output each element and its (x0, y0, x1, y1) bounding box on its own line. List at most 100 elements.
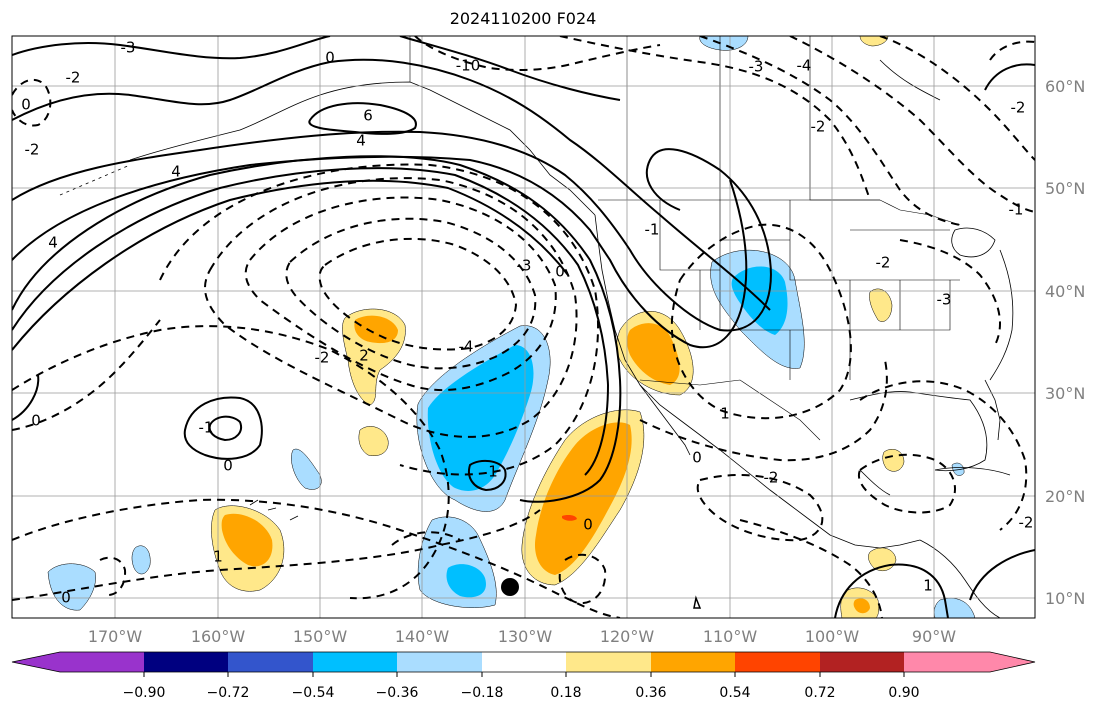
contour-label: 0 (583, 516, 593, 534)
contour-label: 0 (223, 457, 233, 475)
colorbar-tick-label: 0.90 (888, 685, 919, 701)
colorbar-tick-label: 0.18 (550, 685, 581, 701)
contour-label: 0 (21, 96, 31, 114)
contour-line (12, 374, 40, 421)
colorbar-tick-label: −0.36 (376, 685, 419, 701)
contour-line (12, 179, 569, 351)
negative-anomaly-area (131, 545, 151, 575)
contour-line (857, 453, 956, 514)
positive-anomaly-area (882, 449, 905, 472)
contour-label: -4 (459, 338, 474, 356)
positive-anomaly-core (853, 598, 870, 614)
contour-label: 1 (720, 405, 730, 423)
contour-label: -4 (797, 57, 812, 75)
contour-label: -2 (876, 254, 891, 272)
north-america-west-coast (594, 214, 921, 549)
colorbar-segment (144, 652, 228, 672)
colorbar-segment (397, 652, 482, 672)
strong-positive-anomaly (562, 515, 577, 521)
contour-label: 0 (555, 263, 565, 281)
colorbar-segment (228, 652, 313, 672)
negative-anomaly-core (446, 564, 486, 598)
contour-line (12, 319, 161, 431)
colorbar-segment (566, 652, 651, 672)
contour-line (984, 63, 1035, 91)
lat-label: 50°N (1045, 179, 1085, 198)
lon-label: 170°W (88, 627, 143, 646)
contour-line (12, 58, 771, 311)
contour-label: 4 (171, 163, 181, 181)
contour-labels: -3 -2 0 0 -2 -10 -3 -4 -2 -2 6 4 4 4 -1 … (21, 39, 1033, 607)
negative-anomaly-core (427, 345, 534, 491)
colorbar-tick-label: −0.54 (292, 685, 335, 701)
coastlines (59, 59, 1014, 618)
contour-line (308, 102, 417, 135)
contour-label: 1 (488, 463, 498, 481)
colorbar-tick-label: 0.72 (804, 685, 835, 701)
contour-line (969, 549, 1035, 601)
small-marker (693, 595, 702, 609)
contour-line (12, 78, 52, 127)
positive-anomaly-core (354, 315, 398, 344)
colorbar-segment (735, 652, 820, 672)
contour-label: 1 (213, 548, 223, 566)
contour-line (12, 155, 748, 349)
longitude-labels: 170°W 160°W 150°W 140°W 130°W 120°W 110°… (88, 627, 956, 646)
lon-label: 120°W (600, 627, 655, 646)
contour-line (12, 130, 772, 332)
contour-label: -3 (121, 39, 136, 57)
cuba (934, 467, 1011, 476)
lat-label: 30°N (1045, 384, 1085, 403)
contour-label: 0 (325, 49, 335, 67)
hudson-bay-coast (879, 59, 941, 101)
contour-line (739, 519, 883, 618)
negative-anomaly-area (951, 462, 965, 476)
contour-label: -10 (456, 57, 481, 75)
colorbar-segment (482, 652, 566, 672)
positive-anomaly-core (221, 513, 273, 567)
shaded-anomalies (47, 36, 976, 618)
contour-label: -2 (811, 118, 826, 136)
contour-line (899, 239, 1001, 346)
contour-line (859, 380, 1028, 531)
map-border (11, 35, 1036, 619)
contour-label: -3 (517, 257, 532, 275)
contour-label: -2 (1011, 99, 1026, 117)
positive-anomaly-area (358, 426, 389, 456)
colorbar-tick-label: 0.54 (719, 685, 750, 701)
contour-line (670, 223, 852, 420)
positive-anomaly-core (627, 323, 680, 385)
contour-line (12, 167, 610, 476)
contour-label: -1 (199, 419, 214, 437)
contour-label: 2 (359, 347, 369, 365)
colorbar-segment (820, 652, 904, 672)
contour-label: -3 (937, 291, 952, 309)
negative-anomaly-area (47, 563, 96, 611)
contour-label: -2 (315, 349, 330, 367)
lon-label: 110°W (703, 627, 758, 646)
contour-label: -2 (1019, 514, 1034, 532)
state-borders (659, 200, 960, 380)
contour-line (204, 177, 578, 438)
contour-label: 1 (923, 577, 933, 595)
florida (984, 379, 1001, 441)
contour-line (12, 36, 331, 60)
yucatan (859, 469, 891, 496)
negative-anomaly-area (291, 448, 322, 490)
gulf-coast (849, 391, 988, 472)
negative-contours (12, 36, 1035, 618)
negative-anomaly-area (933, 597, 976, 618)
colorbar-segment (12, 652, 144, 672)
alaska-coastline (129, 81, 596, 216)
contour-line (285, 217, 537, 370)
contour-line (559, 36, 871, 201)
contour-label: -1 (645, 221, 660, 239)
aleutian-islands (59, 164, 131, 196)
contour-label: -3 (749, 58, 764, 76)
contour-line (558, 553, 607, 605)
border-us-canada (598, 199, 961, 226)
contour-line (468, 459, 507, 492)
great-lakes (951, 227, 996, 258)
lon-label: 90°W (912, 627, 956, 646)
